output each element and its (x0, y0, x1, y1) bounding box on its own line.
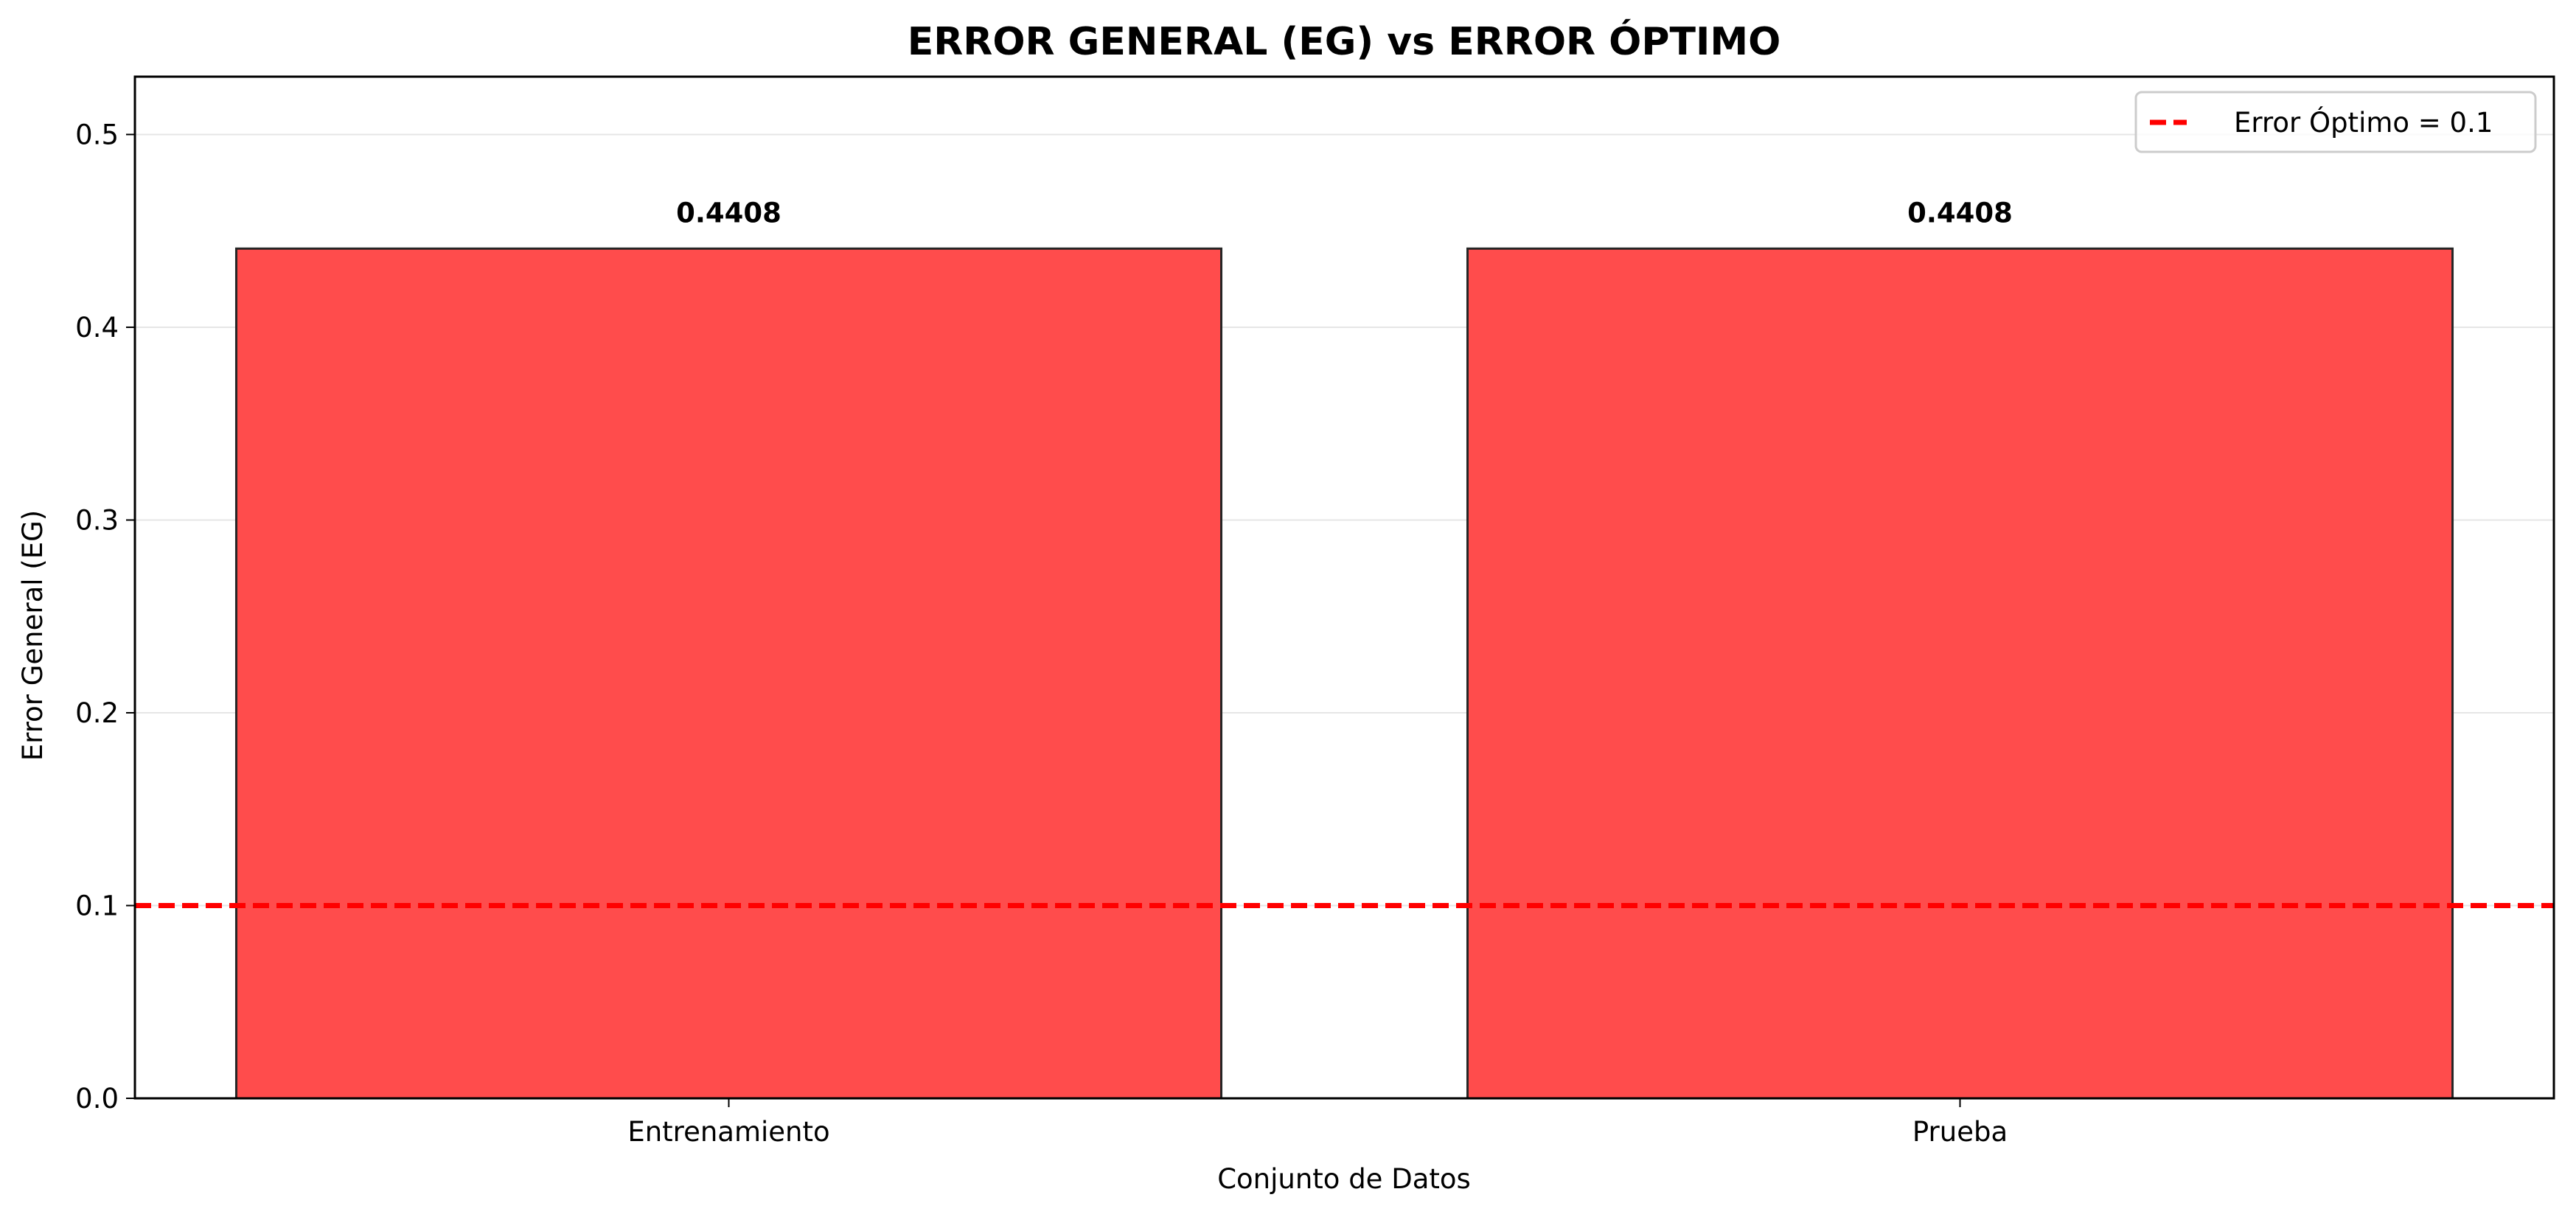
legend-entry-label: Error Óptimo = 0.1 (2234, 106, 2493, 139)
bar-value-label: 0.4408 (1907, 197, 2013, 229)
legend-box (2134, 91, 2537, 153)
y-axis-label: Error General (EG) (17, 510, 49, 761)
plot-frame (133, 75, 2555, 1100)
bar-value-labels: 0.4408 0.4408 (676, 197, 2013, 229)
y-tick-label: 0.0 (75, 1083, 119, 1115)
x-tick-label: Prueba (1912, 1116, 2008, 1148)
x-tick-label: Entrenamiento (627, 1116, 829, 1148)
bar-value-label: 0.4408 (676, 197, 781, 229)
axes (133, 75, 2555, 1100)
y-ticks: 0.0 0.1 0.2 0.3 0.4 0.5 (75, 119, 135, 1115)
bar-prueba (1466, 247, 2454, 1100)
x-axis-label: Conjunto de Datos (1217, 1163, 1471, 1195)
bar-entrenamiento (234, 247, 1222, 1100)
x-ticks: Entrenamiento Prueba (627, 1098, 2008, 1148)
legend: Error Óptimo = 0.1 (2134, 91, 2537, 153)
chart-title: ERROR GENERAL (EG) vs ERROR ÓPTIMO (908, 18, 1781, 64)
y-tick-label: 0.1 (75, 890, 119, 921)
y-tick-label: 0.4 (75, 312, 119, 344)
y-tick-label: 0.5 (75, 119, 119, 150)
bars (234, 247, 2454, 1100)
y-tick-label: 0.2 (75, 697, 119, 729)
y-tick-label: 0.3 (75, 504, 119, 536)
